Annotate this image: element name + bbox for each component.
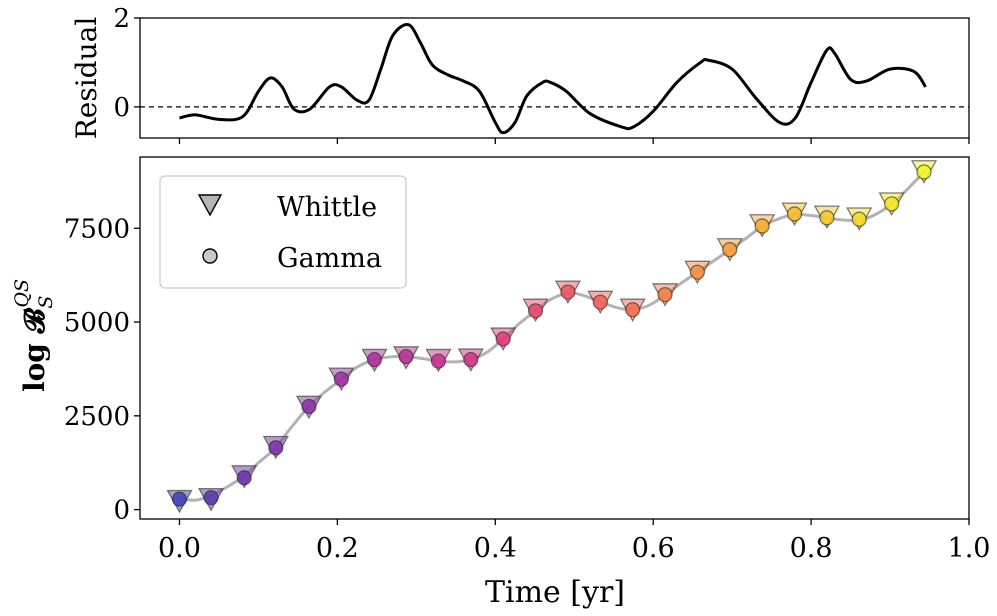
legend-label-whittle: Whittle [277, 192, 377, 223]
legend-triangle-icon [197, 194, 223, 217]
y-label-sub: S [35, 296, 57, 309]
residual-ytick-label-0: 0 [113, 93, 130, 123]
main-ticks: 0.0 0.2 0.4 0.6 0.8 1.0 0 2500 5000 7500 [64, 214, 991, 564]
gamma-marker [851, 211, 867, 227]
gamma-marker [754, 218, 770, 234]
gamma-marker [657, 287, 673, 303]
xtick-label: 0.2 [316, 533, 359, 564]
xtick-label: 1.0 [948, 533, 991, 564]
gamma-marker [527, 303, 544, 319]
xtick-label: 0.6 [632, 533, 675, 564]
y-label-sup: QS [11, 279, 33, 308]
residual-ticks [134, 17, 970, 144]
ytick-label: 5000 [64, 308, 130, 338]
gamma-marker [916, 164, 932, 180]
legend-circle-icon [202, 248, 218, 264]
gamma-marker [722, 242, 738, 258]
gamma-marker [786, 206, 803, 222]
gamma-marker [625, 302, 641, 318]
residual-axes-frame [139, 17, 970, 139]
gamma-marker [430, 353, 447, 369]
residual-curve [179, 23, 927, 135]
residual-y-axis-label: Residual [70, 17, 103, 140]
markers-group [166, 160, 938, 514]
bayes-factor-panel: 0.0 0.2 0.4 0.6 0.8 1.0 0 2500 5000 7500 Whittle … [11, 156, 991, 610]
xtick-label: 0.8 [790, 533, 833, 564]
legend-label-gamma: Gamma [277, 243, 382, 274]
main-x-axis-label: Time [yr] [485, 575, 625, 610]
residual-panel: 0 2 Residual [70, 4, 970, 144]
gamma-marker [819, 210, 835, 226]
residual-ytick-label-2: 2 [113, 4, 130, 34]
gamma-marker [268, 440, 284, 456]
main-y-axis-label: log 𝓑SQS [11, 279, 57, 392]
gamma-marker [560, 284, 576, 300]
xtick-label: 0.4 [474, 533, 517, 564]
gamma-marker [592, 294, 608, 310]
ytick-label: 2500 [64, 402, 130, 432]
ytick-label: 0 [113, 496, 130, 526]
gamma-marker [333, 371, 349, 387]
gamma-marker [884, 196, 900, 212]
legend-frame [159, 175, 407, 289]
gamma-marker [495, 331, 511, 347]
gamma-marker [398, 348, 414, 365]
legend: Whittle Gamma [159, 175, 407, 289]
y-label-main: log 𝓑 [18, 307, 51, 392]
gamma-marker [171, 491, 188, 507]
main-axes-frame [139, 156, 970, 520]
xtick-label: 0.0 [158, 533, 201, 564]
gamma-marker [463, 351, 479, 368]
gamma-marker [203, 490, 219, 506]
ytick-label: 7500 [64, 214, 130, 244]
gamma-marker [366, 351, 383, 368]
gamma-marker [301, 398, 317, 415]
gamma-marker [236, 470, 252, 486]
gamma-marker [689, 264, 706, 280]
